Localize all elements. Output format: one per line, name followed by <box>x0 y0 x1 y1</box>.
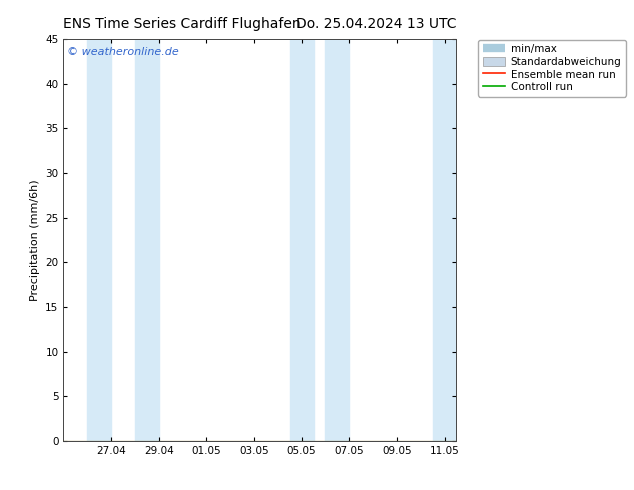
Bar <box>290 39 314 441</box>
Text: © weatheronline.de: © weatheronline.de <box>67 47 179 57</box>
Text: ENS Time Series Cardiff Flughafen: ENS Time Series Cardiff Flughafen <box>63 17 301 31</box>
Bar <box>325 39 349 441</box>
Bar <box>432 39 456 441</box>
Bar <box>87 39 111 441</box>
Y-axis label: Precipitation (mm/6h): Precipitation (mm/6h) <box>30 179 40 301</box>
Legend: min/max, Standardabweichung, Ensemble mean run, Controll run: min/max, Standardabweichung, Ensemble me… <box>479 40 626 97</box>
Text: Do. 25.04.2024 13 UTC: Do. 25.04.2024 13 UTC <box>296 17 456 31</box>
Bar <box>135 39 158 441</box>
